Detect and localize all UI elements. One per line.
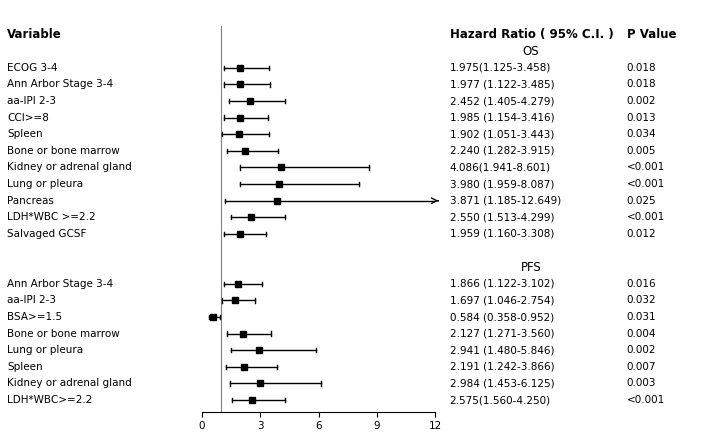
- Text: BSA>=1.5: BSA>=1.5: [7, 312, 62, 322]
- Text: OS: OS: [523, 45, 539, 58]
- Text: Pancreas: Pancreas: [7, 196, 54, 206]
- Text: LDH*WBC >=2.2: LDH*WBC >=2.2: [7, 212, 96, 223]
- Text: 1.975(1.125-3.458): 1.975(1.125-3.458): [450, 63, 551, 73]
- Text: 1.866 (1.122-3.102): 1.866 (1.122-3.102): [450, 279, 554, 289]
- Text: 2.550 (1.513-4.299): 2.550 (1.513-4.299): [450, 212, 554, 223]
- Text: Bone or bone marrow: Bone or bone marrow: [7, 146, 120, 156]
- Text: Spleen: Spleen: [7, 362, 42, 372]
- Text: 2.240 (1.282-3.915): 2.240 (1.282-3.915): [450, 146, 554, 156]
- Text: P Value: P Value: [627, 28, 676, 41]
- Text: 1.959 (1.160-3.308): 1.959 (1.160-3.308): [450, 229, 554, 239]
- Text: 0.002: 0.002: [627, 96, 656, 106]
- Text: 0.032: 0.032: [627, 295, 656, 305]
- Text: 0.018: 0.018: [627, 63, 656, 73]
- Text: 2.575(1.560-4.250): 2.575(1.560-4.250): [450, 395, 551, 405]
- Text: Lung or pleura: Lung or pleura: [7, 345, 84, 355]
- Text: <0.001: <0.001: [627, 395, 665, 405]
- Text: Lung or pleura: Lung or pleura: [7, 179, 84, 189]
- Text: Salvaged GCSF: Salvaged GCSF: [7, 229, 86, 239]
- Text: Hazard Ratio ( 95% C.I. ): Hazard Ratio ( 95% C.I. ): [450, 28, 613, 41]
- Text: 1.697 (1.046-2.754): 1.697 (1.046-2.754): [450, 295, 554, 305]
- Text: 0.018: 0.018: [627, 79, 656, 89]
- Text: 0.007: 0.007: [627, 362, 656, 372]
- Text: 2.127 (1.271-3.560): 2.127 (1.271-3.560): [450, 328, 554, 339]
- Text: CCI>=8: CCI>=8: [7, 113, 49, 123]
- Text: Kidney or adrenal gland: Kidney or adrenal gland: [7, 162, 132, 173]
- Text: LDH*WBC>=2.2: LDH*WBC>=2.2: [7, 395, 93, 405]
- Text: 4.086(1.941-8.601): 4.086(1.941-8.601): [450, 162, 551, 173]
- Text: Kidney or adrenal gland: Kidney or adrenal gland: [7, 378, 132, 389]
- Text: 0.005: 0.005: [627, 146, 656, 156]
- Text: 0.004: 0.004: [627, 328, 656, 339]
- Text: 0.584 (0.358-0.952): 0.584 (0.358-0.952): [450, 312, 554, 322]
- Text: 2.191 (1.242-3.866): 2.191 (1.242-3.866): [450, 362, 554, 372]
- Text: Variable: Variable: [7, 28, 62, 41]
- Text: aa-IPI 2-3: aa-IPI 2-3: [7, 96, 56, 106]
- Text: Ann Arbor Stage 3-4: Ann Arbor Stage 3-4: [7, 79, 113, 89]
- Text: Bone or bone marrow: Bone or bone marrow: [7, 328, 120, 339]
- Text: 0.012: 0.012: [627, 229, 656, 239]
- Text: PFS: PFS: [520, 261, 542, 274]
- Text: 2.452 (1.405-4.279): 2.452 (1.405-4.279): [450, 96, 554, 106]
- Text: 0.031: 0.031: [627, 312, 656, 322]
- Text: 0.013: 0.013: [627, 113, 656, 123]
- Text: Spleen: Spleen: [7, 129, 42, 139]
- Text: 1.985 (1.154-3.416): 1.985 (1.154-3.416): [450, 113, 554, 123]
- Text: 1.902 (1.051-3.443): 1.902 (1.051-3.443): [450, 129, 554, 139]
- Text: <0.001: <0.001: [627, 212, 665, 223]
- Text: 1.977 (1.122-3.485): 1.977 (1.122-3.485): [450, 79, 554, 89]
- Text: 2.941 (1.480-5.846): 2.941 (1.480-5.846): [450, 345, 554, 355]
- Text: 2.984 (1.453-6.125): 2.984 (1.453-6.125): [450, 378, 554, 389]
- Text: 3.871 (1.185-12.649): 3.871 (1.185-12.649): [450, 196, 561, 206]
- Text: aa-IPI 2-3: aa-IPI 2-3: [7, 295, 56, 305]
- Text: 0.034: 0.034: [627, 129, 656, 139]
- Text: Ann Arbor Stage 3-4: Ann Arbor Stage 3-4: [7, 279, 113, 289]
- Text: <0.001: <0.001: [627, 179, 665, 189]
- Text: 0.025: 0.025: [627, 196, 656, 206]
- Text: 3.980 (1.959-8.087): 3.980 (1.959-8.087): [450, 179, 554, 189]
- Text: <0.001: <0.001: [627, 162, 665, 173]
- Text: 0.003: 0.003: [627, 378, 656, 389]
- Text: 0.016: 0.016: [627, 279, 656, 289]
- Text: 0.002: 0.002: [627, 345, 656, 355]
- Text: ECOG 3-4: ECOG 3-4: [7, 63, 57, 73]
